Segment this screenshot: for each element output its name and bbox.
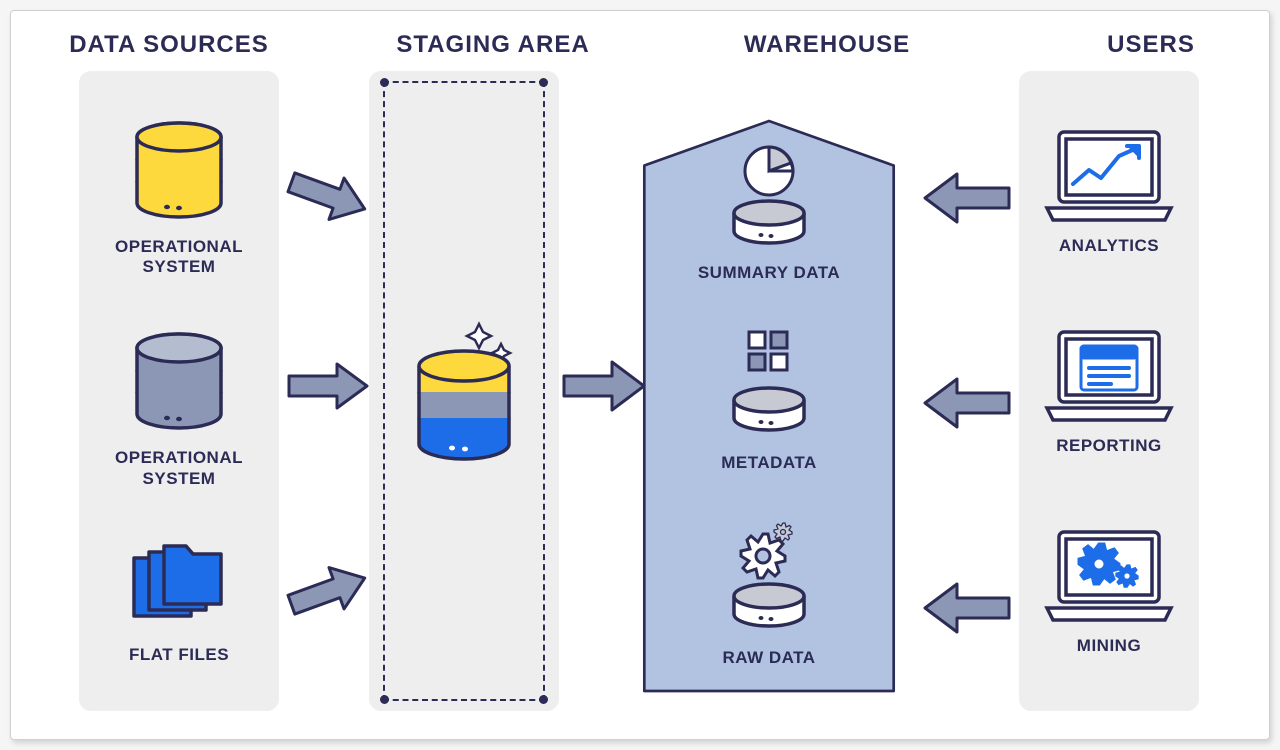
header-staging: STAGING AREA	[393, 31, 593, 59]
arrow-reporting-to-warehouse	[914, 376, 1014, 430]
header-warehouse: WAREHOUSE	[687, 31, 967, 59]
user-item-analytics: ANALYTICS	[1039, 126, 1179, 256]
source-label-op1: OPERATIONALSYSTEM	[115, 237, 243, 278]
staging-database-icon	[399, 316, 529, 466]
header-users: USERS	[1061, 31, 1241, 59]
laptop-mining-icon	[1039, 526, 1179, 626]
database-icon	[124, 117, 234, 227]
laptop-analytics-icon	[1039, 126, 1179, 226]
warehouse-content: SUMMARY DATA ME	[629, 71, 909, 711]
staging-column	[369, 71, 559, 711]
source-item-op2: OPERATIONALSYSTEM	[115, 328, 243, 489]
user-label-analytics: ANALYTICS	[1059, 236, 1159, 256]
user-label-reporting: REPORTING	[1056, 436, 1162, 456]
warehouse-label-metadata: METADATA	[721, 453, 817, 473]
arrow-staging-to-warehouse	[559, 359, 649, 413]
user-item-mining: MINING	[1039, 526, 1179, 656]
arrow-source1-to-staging	[284, 166, 374, 226]
database-icon	[124, 328, 234, 438]
source-item-op1: OPERATIONALSYSTEM	[115, 117, 243, 278]
warehouse-label-raw: RAW DATA	[722, 648, 815, 668]
laptop-reporting-icon	[1039, 326, 1179, 426]
warehouse-item-metadata: METADATA	[719, 328, 819, 473]
diagram-frame: DATA SOURCES STAGING AREA WAREHOUSE USER…	[10, 10, 1270, 740]
user-label-mining: MINING	[1077, 636, 1141, 656]
user-item-reporting: REPORTING	[1039, 326, 1179, 456]
warehouse-label-summary: SUMMARY DATA	[698, 263, 840, 283]
header-sources: DATA SOURCES	[39, 31, 299, 59]
users-column: ANALYTICS	[1019, 71, 1199, 711]
column-headers: DATA SOURCES STAGING AREA WAREHOUSE USER…	[39, 31, 1241, 59]
sources-column: OPERATIONALSYSTEM OPERATIONALSYSTEM	[79, 71, 279, 711]
arrow-source3-to-staging	[284, 561, 374, 621]
arrow-analytics-to-warehouse	[914, 171, 1014, 225]
diagram-stage: OPERATIONALSYSTEM OPERATIONALSYSTEM	[39, 71, 1241, 711]
gears-icon	[719, 518, 819, 638]
grid-icon	[719, 328, 819, 443]
arrow-mining-to-warehouse	[914, 581, 1014, 635]
warehouse-item-summary: SUMMARY DATA	[698, 143, 840, 283]
pie-chart-icon	[719, 143, 819, 253]
arrow-source2-to-staging	[284, 361, 374, 411]
source-label-op2: OPERATIONALSYSTEM	[115, 448, 243, 489]
files-icon	[124, 540, 234, 635]
source-item-files: FLAT FILES	[124, 540, 234, 665]
warehouse-item-raw: RAW DATA	[719, 518, 819, 668]
source-label-files: FLAT FILES	[129, 645, 229, 665]
